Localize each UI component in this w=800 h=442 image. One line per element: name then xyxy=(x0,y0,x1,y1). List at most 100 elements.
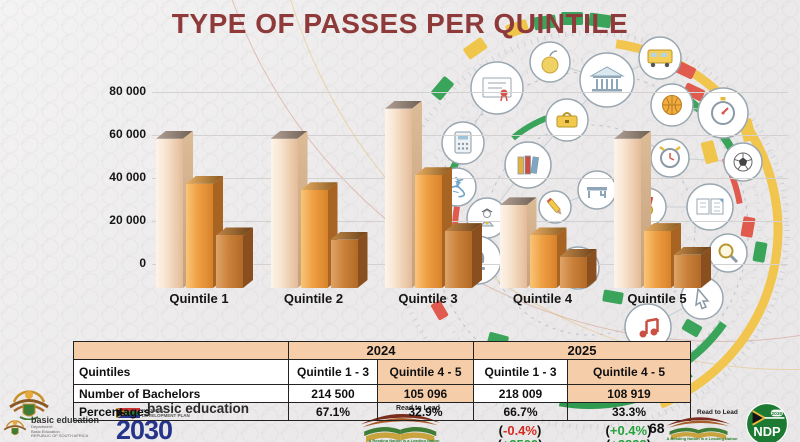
change-annotation: (+0.4%) xyxy=(605,423,652,438)
coat-of-arms-icon xyxy=(9,390,49,420)
ndp-badge-logo: 2030 NDP xyxy=(738,402,796,442)
svg-text:2030: 2030 xyxy=(771,411,782,417)
dbe-logo: basic education Department: Basic Educat… xyxy=(2,415,99,441)
table-value-cell: 66.7% xyxy=(474,403,568,421)
bar-top-face xyxy=(445,223,482,232)
bar-side-face xyxy=(243,227,253,288)
page-number: 68 xyxy=(649,420,665,436)
bar xyxy=(385,108,412,288)
table-value-cell: 218 009 xyxy=(474,385,568,403)
bar xyxy=(330,239,358,288)
table-value-cell: 214 500 xyxy=(289,385,378,403)
books-icon xyxy=(504,141,552,189)
basketball-icon xyxy=(650,83,694,127)
dbe-wordmark: basic education xyxy=(31,415,100,425)
certificate-icon xyxy=(470,61,524,115)
bar-side-face xyxy=(701,246,711,288)
dbe-dept-line2: Basic Education xyxy=(31,428,60,434)
coat-of-arms-small-icon xyxy=(3,420,27,436)
table-value-cell: 105 096 xyxy=(378,385,474,403)
apple-icon xyxy=(529,41,571,83)
alarm-clock-icon xyxy=(650,138,690,178)
x-axis-category-label: Quintile 1 xyxy=(169,291,229,306)
bar-top-face xyxy=(415,167,452,176)
table-value-cell: Quintile 1 - 3 xyxy=(474,360,568,385)
table-corner-cell xyxy=(74,342,289,360)
ndp-abbr: NDP xyxy=(753,424,781,439)
read-to-lead-caption: A Reading Nation is a Leading Nation xyxy=(666,436,738,441)
bar xyxy=(270,138,298,288)
bar-top-face xyxy=(330,231,368,240)
bar-top-face xyxy=(559,248,597,257)
y-axis-tick-label: 40 000 xyxy=(109,170,146,184)
gridline xyxy=(152,178,788,179)
bar xyxy=(415,175,442,288)
sa-flag-icon xyxy=(116,408,140,418)
bar-top-face xyxy=(270,130,308,139)
bar xyxy=(216,235,243,288)
table-value-cell: 108 919 xyxy=(568,385,691,403)
bar xyxy=(499,205,527,288)
change-annotation: (+3823) xyxy=(567,437,690,442)
gridline xyxy=(152,221,788,222)
bar xyxy=(156,138,183,288)
change-annotation: (+3509) xyxy=(473,437,567,442)
y-axis-tick-label: 0 xyxy=(139,256,146,270)
bar xyxy=(559,256,587,288)
table-value-cell: Quintile 4 - 5 xyxy=(378,360,474,385)
bar-side-face xyxy=(472,223,482,288)
soccer-ball-icon xyxy=(723,142,763,182)
bar xyxy=(445,231,472,288)
bar-top-face xyxy=(674,246,711,255)
change-annotation: (-0.4%) xyxy=(498,423,542,438)
table-value-cell: Quintile 1 - 3 xyxy=(289,360,378,385)
y-axis-tick-label: 20 000 xyxy=(109,213,146,227)
table-value-cell: 32.9% xyxy=(378,403,474,421)
dbe-country: REPUBLIC OF SOUTH AFRICA xyxy=(31,433,89,438)
bar-top-face xyxy=(156,130,193,139)
bar-top-face xyxy=(300,182,338,191)
read-to-lead-title: Read to Lead xyxy=(396,405,440,412)
row-label: Number of Bachelors xyxy=(74,385,289,403)
table-value-cell: Quintile 4 - 5 xyxy=(568,360,691,385)
year-header-2025: 2025 xyxy=(474,342,691,360)
x-axis-category-label: Quintile 5 xyxy=(627,291,687,306)
bar xyxy=(529,235,557,288)
gridline xyxy=(152,92,788,93)
x-axis-category-label: Quintile 2 xyxy=(283,291,344,306)
bar-top-face xyxy=(644,223,681,232)
accent-chips xyxy=(431,12,768,359)
row-label: Quintiles xyxy=(74,360,289,385)
bar xyxy=(644,231,671,288)
bar xyxy=(614,138,641,288)
bar-side-face xyxy=(357,231,368,288)
bar-top-face xyxy=(529,227,567,236)
ndp-plan-label: NATIONAL DEVELOPMENT PLAN xyxy=(142,408,190,418)
bar-top-face xyxy=(385,100,422,109)
bar xyxy=(186,183,213,288)
bar-top-face xyxy=(499,197,537,206)
pencil-icon xyxy=(538,190,572,224)
bar-side-face xyxy=(213,175,223,288)
row-label: Percentages xyxy=(74,403,289,421)
dbe-dept-line1: Department: xyxy=(31,424,54,429)
bar-side-face xyxy=(586,248,597,288)
bar-side-face xyxy=(641,130,651,288)
table-value-cell: 67.1% xyxy=(289,403,378,421)
school-building-icon xyxy=(579,52,635,108)
y-axis-tick-label: 60 000 xyxy=(109,127,146,141)
y-axis-tick-label: 80 000 xyxy=(109,84,146,98)
bar-top-face xyxy=(186,175,223,184)
bar xyxy=(674,254,701,288)
passes-table: 2024 2025 Quintiles Quintile 1 - 3 Quintile … xyxy=(73,341,691,421)
briefcase-icon xyxy=(545,98,589,142)
read-to-lead-book-icon xyxy=(666,417,731,441)
read-to-lead-caption: A Reading Nation is a Leading Nation xyxy=(368,438,440,442)
x-axis-category-label: Quintile 4 xyxy=(512,291,573,306)
read-to-lead-title: Read to Lead xyxy=(697,409,738,416)
gridline xyxy=(152,135,788,136)
page-title: TYPE OF PASSES PER QUINTILE xyxy=(171,8,629,39)
ndp-2030-year: 2030 xyxy=(116,415,173,442)
